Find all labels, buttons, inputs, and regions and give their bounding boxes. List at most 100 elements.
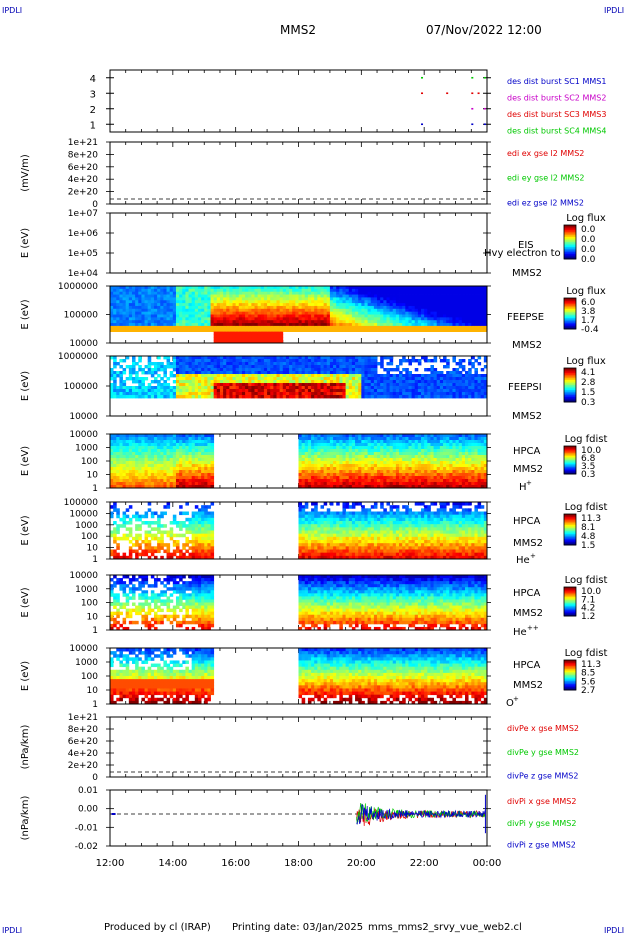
spectrogram-cell <box>210 288 215 293</box>
spectrogram-cell <box>194 291 199 295</box>
spectrogram-cell <box>122 320 127 324</box>
spectrogram-cell <box>273 297 277 301</box>
spectrogram-cell <box>292 300 296 304</box>
spectrogram-cell <box>417 288 422 293</box>
spectrogram-cell <box>439 395 444 399</box>
spectrogram-cell <box>210 294 215 298</box>
spectrogram-cell <box>414 392 419 396</box>
spectrogram-cell <box>439 325 444 330</box>
spectrogram-cell <box>320 443 325 447</box>
spectrogram-cell <box>191 479 196 483</box>
spectrogram-cell <box>443 288 447 293</box>
spectrogram-cell <box>273 308 277 313</box>
spectrogram-cell <box>292 392 296 396</box>
spectrogram-cell <box>160 314 164 318</box>
spectrogram-cell <box>276 320 281 324</box>
spectrogram-cell <box>380 383 384 387</box>
spectrogram-cell <box>380 374 384 378</box>
spectrogram-cell <box>333 323 337 327</box>
spectrogram-cell <box>238 314 243 318</box>
colorbar-frame <box>563 224 577 260</box>
spectrogram-cell <box>477 320 482 324</box>
spectrogram-cell <box>449 325 453 330</box>
spectrogram-cell <box>270 368 274 372</box>
spectrogram-cell <box>342 286 347 290</box>
spectrogram-cell <box>452 320 456 324</box>
spectrogram-cell <box>333 291 337 295</box>
spectrogram-cell <box>477 383 482 387</box>
spectrogram-cell <box>166 461 171 465</box>
spectrogram-cell <box>119 359 123 363</box>
spectrogram-cell <box>298 294 303 298</box>
spectrogram-cell <box>345 365 350 369</box>
legend-entry: edi ex gse l2 MMS2 <box>507 149 584 158</box>
spectrogram-cell <box>110 323 114 327</box>
spectrogram-cell <box>430 377 434 381</box>
spectrogram-cell <box>298 356 303 360</box>
spectrogram-cell <box>157 365 161 369</box>
spectrogram-cell <box>110 297 114 301</box>
spectrogram-cell <box>251 303 255 307</box>
spectrogram-cell <box>116 308 120 313</box>
spectrogram-cell <box>223 371 227 375</box>
spectrogram-cell <box>128 294 133 298</box>
spectrogram-cell <box>295 368 299 372</box>
spectrogram-cell <box>289 297 293 301</box>
spectrogram-cell <box>408 303 412 307</box>
spectrogram-cell <box>138 365 142 369</box>
spectrogram-cell <box>172 467 177 471</box>
spectrogram-cell <box>392 297 397 301</box>
spectrogram-cell <box>110 434 114 438</box>
spectrogram-cell <box>386 305 391 310</box>
spectrogram-cell <box>358 446 362 450</box>
spectrogram-cell <box>182 446 186 450</box>
spectrogram-cell <box>254 377 259 381</box>
spectrogram-cell <box>377 314 381 318</box>
spectrogram-cell <box>169 328 174 332</box>
spectrogram-cell <box>474 377 478 381</box>
spectrogram-cell <box>191 377 196 381</box>
spectrogram-cell <box>216 320 221 324</box>
spectrogram-cell <box>166 383 171 387</box>
spectrogram-cell <box>474 288 478 293</box>
spectrogram-cell <box>483 314 488 318</box>
spectrogram-cell <box>172 368 177 372</box>
spectrogram-cell <box>207 314 211 318</box>
spectrogram-cell <box>197 317 202 321</box>
spectrogram-cell <box>301 368 306 372</box>
spectrogram-cell <box>241 374 246 378</box>
spectrogram-cell <box>153 368 158 372</box>
spectrogram-cell <box>345 392 350 396</box>
spectrogram-cell <box>157 368 161 372</box>
spectrogram-cell <box>345 288 350 293</box>
spectrogram-cell <box>314 288 318 293</box>
spectrogram-cell <box>138 467 142 471</box>
spectrogram-cell <box>355 308 359 313</box>
spectrogram-cell <box>329 311 334 315</box>
spectrogram-cell <box>314 389 318 393</box>
spectrogram-cell <box>229 291 233 295</box>
spectrogram-cell <box>323 443 328 447</box>
spectrogram-cell <box>361 380 365 384</box>
spectrogram-cell <box>110 470 114 474</box>
spectrogram-cell <box>436 371 441 375</box>
spectrogram-cell <box>430 325 434 330</box>
spectrogram-cell <box>361 286 365 290</box>
spectrogram-cell <box>307 470 312 474</box>
spectrogram-cell <box>223 334 227 338</box>
spectrogram-cell <box>163 328 167 332</box>
spectrogram-cell <box>144 452 149 456</box>
spectrogram-cell <box>301 383 306 387</box>
spectrogram-cell <box>399 395 403 399</box>
spectrogram-cell <box>449 286 453 290</box>
spectrogram-cell <box>166 458 171 462</box>
spectrogram-cell <box>276 308 281 313</box>
spectrogram-cell <box>128 320 133 324</box>
spectrogram-cell <box>122 437 127 441</box>
spectrogram-cell <box>361 320 365 324</box>
spectrogram-cell <box>465 320 469 324</box>
spectrogram-cell <box>351 476 356 480</box>
spectrogram-cell <box>289 386 293 390</box>
spectrogram-cell <box>175 311 180 315</box>
spectrogram-cell <box>342 449 347 453</box>
